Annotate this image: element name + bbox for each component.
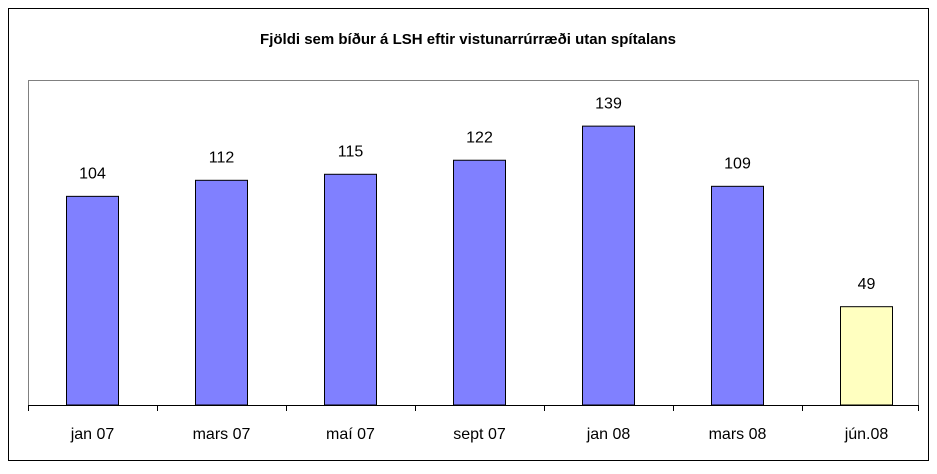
data-label: 112 <box>209 150 235 167</box>
bar <box>711 185 764 406</box>
data-label: 109 <box>724 156 751 173</box>
bar <box>453 159 506 406</box>
data-label: 122 <box>466 129 493 146</box>
bar <box>840 306 893 406</box>
data-label: 104 <box>79 166 106 183</box>
x-tick-label: jan 07 <box>70 426 115 443</box>
bar <box>324 173 377 406</box>
x-tick-label: jún.08 <box>844 426 889 443</box>
x-tick-label: jan 08 <box>586 426 631 443</box>
bar <box>66 195 119 406</box>
data-label: 139 <box>595 95 622 112</box>
data-label: 49 <box>858 276 876 293</box>
x-tick-label: sept 07 <box>453 426 506 443</box>
bar <box>582 125 635 406</box>
data-label: 115 <box>338 144 364 161</box>
x-tick-label: mars 08 <box>709 426 767 443</box>
chart-title: Fjöldi sem bíður á LSH eftir vistunarrúr… <box>260 31 676 48</box>
x-tick-label: maí 07 <box>326 426 375 443</box>
bar <box>195 179 248 406</box>
x-tick-label: mars 07 <box>193 426 251 443</box>
